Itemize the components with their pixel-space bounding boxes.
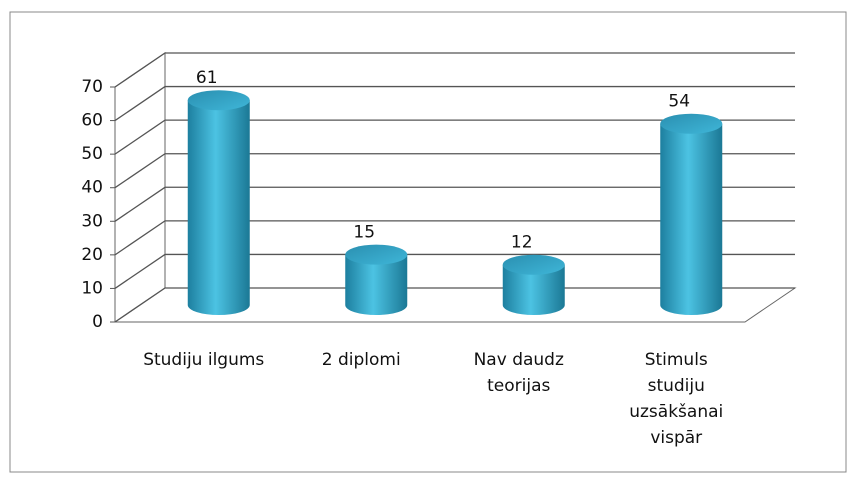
grid-line [114, 153, 795, 189]
bar-body [345, 254, 408, 315]
grid-line [114, 119, 795, 155]
grid-line [114, 220, 795, 256]
grid-line [114, 52, 795, 88]
grid-line [114, 287, 795, 323]
bar-body [502, 264, 565, 315]
grid-line [114, 186, 795, 222]
bar-top [345, 244, 408, 265]
bar-top [502, 254, 565, 275]
bar-top [187, 90, 250, 111]
x-tick-label: teorijas [487, 376, 550, 396]
x-tick-label: Studiju ilgums [143, 350, 264, 370]
grid-line [114, 85, 795, 122]
y-tick-label: 0 [92, 312, 103, 332]
y-tick-label: 10 [81, 278, 103, 298]
x-tick-label: vispār [650, 428, 702, 448]
x-tick-label: Nav daudz [474, 350, 564, 370]
x-tick-label: 2 diplomi [322, 350, 401, 370]
bar [502, 254, 565, 315]
data-label: 61 [196, 68, 218, 88]
y-tick-label: 40 [81, 178, 103, 198]
grid-line [114, 253, 795, 289]
data-label: 15 [353, 223, 375, 243]
y-tick-label: 70 [81, 77, 103, 97]
bar-body [660, 123, 723, 315]
bar [345, 244, 408, 315]
y-tick-label: 30 [81, 211, 103, 231]
frame [9, 11, 847, 473]
x-tick-label: studiju [648, 376, 705, 396]
data-label: 54 [668, 92, 690, 112]
x-tick-label: Stimuls [645, 350, 708, 370]
y-tick-label: 60 [81, 111, 103, 131]
x-tick-label: uzsākšanai [629, 402, 723, 422]
bar [660, 113, 723, 315]
bar-top [660, 113, 723, 134]
left-wall [114, 52, 166, 322]
y-tick-label: 20 [81, 245, 103, 265]
bar [187, 90, 250, 315]
data-label: 12 [511, 233, 533, 253]
bar-body [187, 100, 250, 315]
y-tick-label: 50 [81, 144, 103, 164]
